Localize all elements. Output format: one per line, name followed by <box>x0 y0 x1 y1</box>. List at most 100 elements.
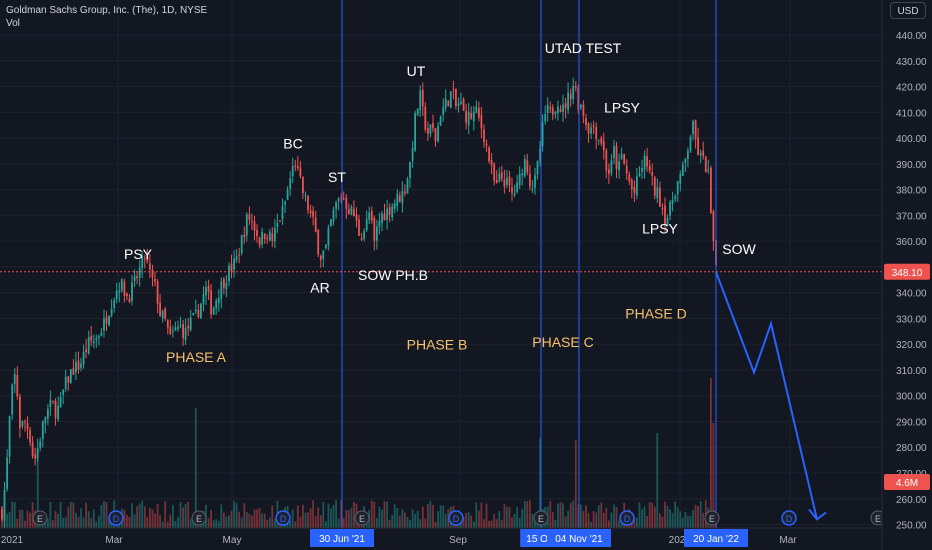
volume-bar <box>87 511 90 528</box>
candle-body <box>327 227 330 245</box>
volume-bar <box>549 501 552 528</box>
volume-bar <box>353 501 355 528</box>
candle-body <box>633 186 636 194</box>
volume-bar <box>406 517 409 528</box>
candle-body <box>376 226 378 241</box>
volume-bar <box>564 516 567 528</box>
candle-body <box>546 105 549 114</box>
candle-body <box>174 327 177 331</box>
volume-bar <box>100 505 103 528</box>
volume-bar <box>373 501 376 528</box>
volume-bar <box>103 500 105 528</box>
candle-body <box>332 209 335 222</box>
date-marker-label: 20 Jan '22 <box>693 534 739 545</box>
volume-bar <box>330 508 332 528</box>
volume-bar <box>217 521 220 528</box>
earnings-marker-label: E <box>196 514 202 524</box>
candle-body <box>189 317 192 331</box>
candle-body <box>286 189 289 200</box>
candle-body <box>128 298 131 303</box>
volume-bar <box>643 506 646 528</box>
volume-bar <box>656 433 659 528</box>
currency-button[interactable]: USD <box>890 2 926 19</box>
candle-body <box>707 169 710 171</box>
dividend-marker-label: D <box>280 514 287 524</box>
candle-body <box>562 104 564 112</box>
earnings-marker-icon <box>32 510 48 526</box>
candle-body <box>437 125 439 142</box>
candle-body <box>572 85 575 100</box>
candle-body <box>197 309 200 318</box>
date-marker-label: 15 Oct <box>526 534 556 545</box>
candle-body <box>82 351 85 365</box>
volume-bar <box>681 517 684 528</box>
candle-body <box>307 195 309 211</box>
candle-body <box>141 256 144 268</box>
volume-bar <box>674 501 677 528</box>
volume-bar <box>314 515 317 528</box>
volume-bar <box>567 511 569 528</box>
candle-body <box>475 106 478 113</box>
candle-body <box>235 256 238 260</box>
candle-body <box>495 179 498 184</box>
earnings-marker-label: E <box>359 514 365 524</box>
candle-body <box>676 181 679 195</box>
candle-body <box>618 161 620 171</box>
candle-body <box>490 160 493 166</box>
candle-body <box>358 219 360 236</box>
volume-bar <box>580 504 582 528</box>
annotation-bc: BC <box>283 135 302 151</box>
candle-body <box>166 320 169 328</box>
candle-body <box>636 176 638 196</box>
candle-body <box>347 208 350 215</box>
price-tick-label: 330.00 <box>896 314 927 325</box>
time-tick-label: Sep <box>449 535 467 546</box>
candle-body <box>447 100 450 107</box>
volume-bar <box>444 513 447 528</box>
volume-bar <box>307 512 309 528</box>
candle-body <box>325 244 327 249</box>
candle-body <box>587 123 590 134</box>
candle-body <box>342 198 345 200</box>
candle-body <box>455 89 457 106</box>
candle-body <box>136 276 138 279</box>
volume-bar <box>615 506 618 528</box>
candle-body <box>87 337 90 354</box>
candle-body <box>200 303 202 319</box>
price-tick-label: 360.00 <box>896 237 927 248</box>
price-tick-label: 280.00 <box>896 443 927 454</box>
candle-body <box>317 230 320 255</box>
candle-body <box>251 220 253 223</box>
candle-body <box>551 107 554 115</box>
volume-bar <box>498 511 501 528</box>
candle-body <box>263 233 266 239</box>
volume-bar <box>648 502 651 528</box>
volume-bar <box>77 516 80 528</box>
volume-bar <box>434 522 437 528</box>
candle-body <box>233 258 235 270</box>
candle-body <box>62 389 65 395</box>
volume-bar <box>493 514 496 528</box>
price-tick-label: 400.00 <box>896 134 927 145</box>
date-marker-tag <box>684 529 748 547</box>
date-marker-label: 04 Nov '21 <box>555 534 603 545</box>
volume-bar <box>679 511 682 528</box>
candle-body <box>54 400 57 418</box>
volume-bar <box>424 518 427 528</box>
candle-body <box>564 103 567 108</box>
earnings-marker-label: E <box>875 514 881 524</box>
candle-body <box>656 187 659 198</box>
annotation-psy: PSY <box>124 246 153 262</box>
candle-body <box>225 282 228 290</box>
volume-bar <box>47 519 49 528</box>
volume-bar <box>409 520 411 528</box>
volume-bar <box>587 513 590 528</box>
candle-body <box>424 106 427 130</box>
volume-bar <box>376 518 378 528</box>
candle-body <box>398 195 401 202</box>
volume-bar <box>325 521 327 528</box>
volume-bar <box>689 515 692 528</box>
candle-body <box>529 173 531 187</box>
